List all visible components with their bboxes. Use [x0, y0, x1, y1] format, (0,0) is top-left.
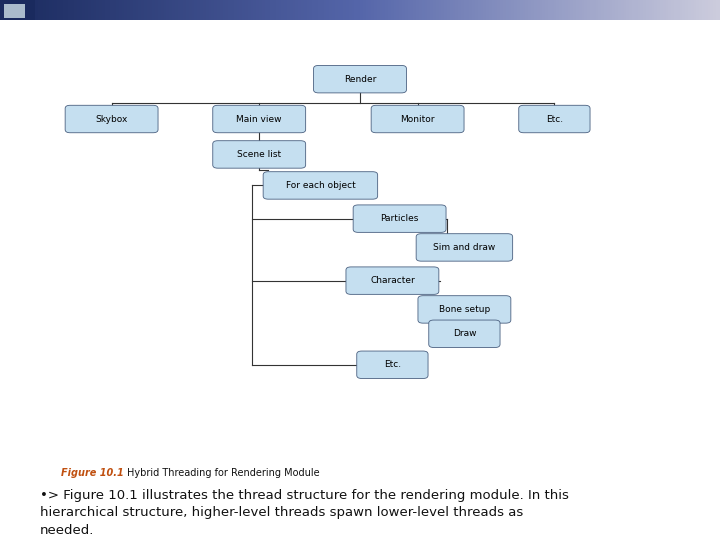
Text: •> Figure 10.1 illustrates the thread structure for the rendering module. In thi: •> Figure 10.1 illustrates the thread st…: [40, 489, 569, 502]
Text: Bone setup: Bone setup: [438, 305, 490, 314]
FancyBboxPatch shape: [346, 267, 439, 294]
Text: Render: Render: [344, 75, 376, 84]
FancyBboxPatch shape: [213, 141, 305, 168]
Text: Etc.: Etc.: [384, 360, 401, 369]
FancyBboxPatch shape: [429, 320, 500, 348]
FancyBboxPatch shape: [264, 172, 377, 199]
Text: Scene list: Scene list: [237, 150, 282, 159]
Text: Character: Character: [370, 276, 415, 285]
Text: Monitor: Monitor: [400, 114, 435, 124]
FancyBboxPatch shape: [357, 351, 428, 379]
FancyBboxPatch shape: [4, 4, 25, 18]
Text: Main view: Main view: [236, 114, 282, 124]
FancyBboxPatch shape: [354, 205, 446, 232]
FancyBboxPatch shape: [65, 105, 158, 133]
FancyBboxPatch shape: [213, 105, 305, 133]
Text: Particles: Particles: [380, 214, 419, 223]
FancyBboxPatch shape: [416, 234, 513, 261]
Text: needed.: needed.: [40, 524, 94, 537]
Text: Draw: Draw: [453, 329, 476, 338]
Text: Skybox: Skybox: [96, 114, 127, 124]
FancyBboxPatch shape: [314, 65, 406, 93]
Text: For each object: For each object: [286, 181, 355, 190]
FancyBboxPatch shape: [418, 296, 511, 323]
Text: hierarchical structure, higher-level threads spawn lower-level threads as: hierarchical structure, higher-level thr…: [40, 506, 523, 519]
FancyBboxPatch shape: [518, 105, 590, 133]
FancyBboxPatch shape: [372, 105, 464, 133]
Text: Figure 10.1: Figure 10.1: [61, 468, 124, 477]
Text: Sim and draw: Sim and draw: [433, 243, 495, 252]
Text: Etc.: Etc.: [546, 114, 563, 124]
Text: Hybrid Threading for Rendering Module: Hybrid Threading for Rendering Module: [127, 468, 320, 477]
FancyBboxPatch shape: [0, 0, 35, 20]
